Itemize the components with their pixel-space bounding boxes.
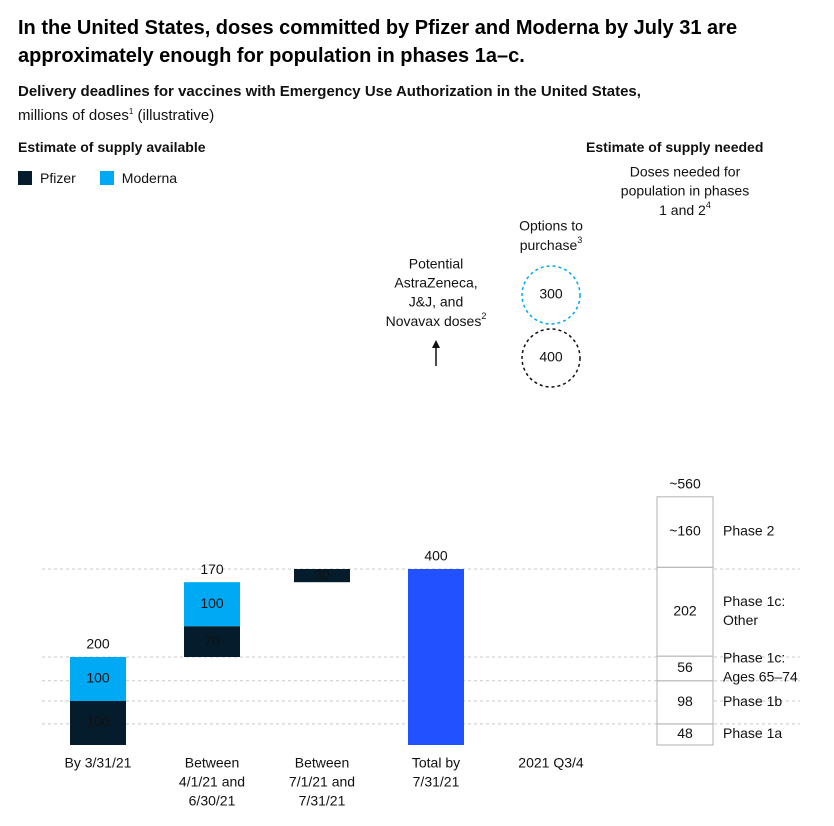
category-label-1-line-1: 4/1/21 and bbox=[179, 774, 245, 790]
bar-1-segment-1 bbox=[184, 582, 240, 627]
needed-segment-3-phase-line-0: Phase 1c: bbox=[723, 593, 785, 609]
potential-label-line-0: Potential bbox=[409, 256, 463, 272]
supply-needed-heading: Estimate of supply needed bbox=[586, 139, 764, 155]
bar-0-segment-0 bbox=[70, 701, 126, 745]
needed-title-line-2-footnote: 4 bbox=[706, 200, 711, 210]
needed-segment-0-value: 48 bbox=[677, 725, 693, 741]
category-label-2-line-2: 7/31/21 bbox=[299, 793, 346, 809]
potential-label-line-3-text: Novavax doses bbox=[386, 313, 482, 329]
category-label-3-line-0: Total by bbox=[412, 755, 460, 771]
needed-segment-2-value: 56 bbox=[677, 659, 693, 675]
bar-1-segment-1-label: 100 bbox=[200, 595, 224, 611]
needed-segment-0-phase-line-0: Phase 1a bbox=[723, 725, 782, 741]
category-label-0-line-0: By 3/31/21 bbox=[65, 755, 132, 771]
options-title-line-0: Options to bbox=[519, 218, 583, 234]
legend-swatch-pfizer bbox=[18, 171, 32, 185]
needed-segment-2-phase-line-0: Phase 1c: bbox=[723, 650, 785, 666]
needed-total-label: ~560 bbox=[669, 476, 701, 492]
option-circle-0 bbox=[521, 265, 581, 325]
bar-2-segment-0-label: 30 bbox=[314, 566, 330, 582]
potential-arrow-head bbox=[432, 340, 440, 348]
category-label-2-line-1: 7/1/21 and bbox=[289, 774, 355, 790]
category-label-1-line-2: 6/30/21 bbox=[189, 793, 236, 809]
options-title-line-1-text: purchase bbox=[520, 237, 578, 253]
legend-item-moderna: Moderna bbox=[99, 170, 178, 186]
needed-segment-1-phase-line-0: Phase 1b bbox=[723, 693, 782, 709]
needed-segment-2 bbox=[656, 655, 714, 682]
needed-title-line-1: population in phases bbox=[621, 183, 749, 199]
options-title-line-1: purchase3 bbox=[520, 235, 583, 252]
bar-1-segment-0 bbox=[184, 626, 240, 657]
option-circle-1 bbox=[521, 328, 581, 388]
bar-0-segment-0-label: 100 bbox=[86, 714, 110, 730]
bar-1-total-label: 170 bbox=[200, 561, 224, 577]
subtitle-footnote: 1 bbox=[128, 107, 134, 116]
subtitle-bold: Delivery deadlines for vaccines with Eme… bbox=[18, 83, 641, 100]
bar-1-segment-0-label: 70 bbox=[204, 632, 220, 648]
chart-subtitle: Delivery deadlines for vaccines with Eme… bbox=[18, 82, 808, 126]
bar-2-segment-0 bbox=[294, 569, 350, 583]
potential-label-line-2: J&J, and bbox=[409, 294, 463, 310]
subtitle-unit: millions of doses bbox=[18, 107, 129, 124]
subtitle-tail: (illustrative) bbox=[133, 107, 215, 124]
legend-label-pfizer: Pfizer bbox=[40, 170, 76, 186]
potential-label-line-3: Novavax doses2 bbox=[386, 311, 487, 328]
supply-available-heading: Estimate of supply available bbox=[18, 139, 206, 155]
needed-segment-4-phase-line-0: Phase 2 bbox=[723, 523, 775, 539]
options-title-line-1-footnote: 3 bbox=[577, 235, 582, 245]
chart-title: In the United States, doses committed by… bbox=[18, 17, 738, 67]
needed-segment-2-phase-line-1: Ages 65–74 bbox=[723, 669, 798, 685]
needed-segment-4 bbox=[656, 496, 714, 568]
legend-label-moderna: Moderna bbox=[121, 170, 178, 186]
needed-segment-3-phase-line-1: Other bbox=[723, 612, 758, 628]
needed-title-line-2-text: 1 and 2 bbox=[659, 202, 706, 218]
bar-3-total-label: 400 bbox=[424, 548, 448, 564]
category-label-2-line-0: Between bbox=[295, 755, 349, 771]
bar-0-segment-1 bbox=[70, 657, 126, 701]
legend-item-pfizer: Pfizer bbox=[18, 170, 76, 186]
category-label-1-line-0: Between bbox=[185, 755, 239, 771]
needed-segment-4-value: ~160 bbox=[669, 523, 701, 539]
category-label-3-line-1: 7/31/21 bbox=[413, 774, 460, 790]
potential-label-line-1: AstraZeneca, bbox=[394, 275, 477, 291]
needed-segment-1 bbox=[656, 680, 714, 725]
option-value-1: 400 bbox=[539, 349, 563, 365]
potential-label-line-3-footnote: 2 bbox=[481, 311, 486, 321]
bar-0-segment-1-label: 100 bbox=[86, 670, 110, 686]
bar-3-segment-0 bbox=[408, 569, 464, 745]
options-category-label: 2021 Q3/4 bbox=[518, 755, 584, 771]
needed-segment-3 bbox=[656, 566, 714, 657]
needed-segment-1-value: 98 bbox=[677, 693, 693, 709]
needed-segment-3-value: 202 bbox=[673, 602, 697, 618]
legend-swatch-moderna bbox=[99, 171, 114, 185]
bar-0-total-label: 200 bbox=[86, 636, 110, 652]
needed-title-line-2: 1 and 24 bbox=[659, 200, 711, 217]
needed-title-line-0: Doses needed for bbox=[630, 164, 741, 180]
option-value-0: 300 bbox=[539, 286, 563, 302]
legend: Pfizer Moderna bbox=[18, 170, 177, 186]
